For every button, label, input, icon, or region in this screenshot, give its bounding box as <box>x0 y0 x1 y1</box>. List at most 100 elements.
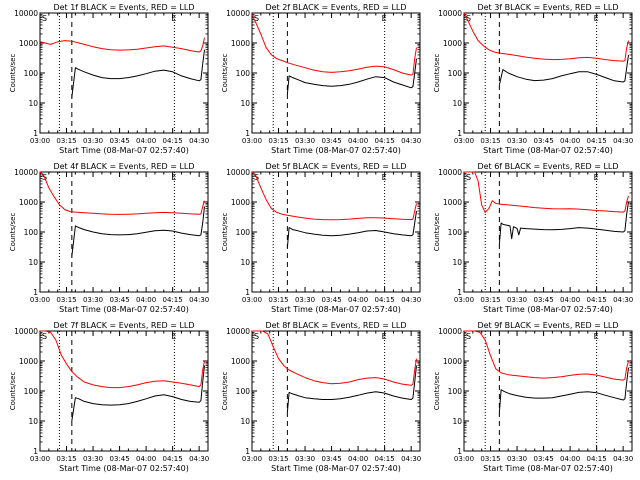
y-tick-label: 1 <box>33 447 38 456</box>
y-tick-label: 10 <box>240 99 250 108</box>
x-tick-label: 04:00 <box>136 455 156 463</box>
plot-frame <box>251 171 421 293</box>
y-tick-label: 1 <box>33 288 38 297</box>
start-marker: S <box>42 332 47 341</box>
y-tick-label: 10 <box>28 417 38 426</box>
plot-frame <box>39 12 209 134</box>
y-tick-label: 10000 <box>14 327 38 336</box>
y-tick-label: 1000 <box>19 198 38 207</box>
x-tick-label: 03:00 <box>242 137 262 145</box>
y-tick-label: 1 <box>245 447 250 456</box>
x-tick-label: 04:15 <box>375 455 395 463</box>
x-tick-label: 04:00 <box>348 455 368 463</box>
detector-panel: 1 10 100 1000 10000 03:00 03:15 03:30 03:45 04:00… <box>9 162 209 314</box>
y-axis-label: Counts/sec <box>9 54 17 93</box>
x-tick-label: 04:15 <box>587 296 607 304</box>
series-line-events <box>71 206 205 257</box>
y-tick-label: 1000 <box>443 39 462 48</box>
chart-title: Det 2f BLACK = Events, RED = LLD <box>265 3 406 12</box>
x-tick-label: 04:30 <box>401 296 421 304</box>
series-line-events <box>286 365 417 413</box>
start-marker: S <box>466 14 471 23</box>
x-tick-label: 03:45 <box>533 137 553 145</box>
x-tick-label: 03:00 <box>454 455 474 463</box>
x-tick-label: 03:15 <box>480 137 500 145</box>
detector-panel: 1 10 100 1000 10000 03:00 03:15 03:30 03:45 04:00… <box>221 321 421 473</box>
x-tick-label: 04:30 <box>613 455 633 463</box>
x-tick-label: 04:15 <box>587 137 607 145</box>
plot-frame <box>39 330 209 452</box>
x-tick-label: 04:00 <box>560 296 580 304</box>
end-marker: E <box>382 332 387 341</box>
y-axis-label: Counts/sec <box>433 372 441 411</box>
end-marker: E <box>382 14 387 23</box>
x-axis-label: Start Time (08-Mar-07 02:57:40) <box>483 464 613 473</box>
chart-title: Det 7f BLACK = Events, RED = LLD <box>53 321 194 330</box>
x-axis-label: Start Time (08-Mar-07 02:57:40) <box>59 305 189 314</box>
x-tick-label: 04:15 <box>163 455 183 463</box>
end-marker: E <box>594 332 599 341</box>
y-axis-label: Counts/sec <box>9 372 17 411</box>
x-axis-label: Start Time (08-Mar-07 02:57:40) <box>59 464 189 473</box>
x-tick-label: 04:15 <box>163 296 183 304</box>
y-tick-label: 10000 <box>14 9 38 18</box>
plot-frame <box>251 330 421 452</box>
chart-title: Det 4f BLACK = Events, RED = LLD <box>53 162 194 171</box>
detector-panel: 1 10 100 1000 10000 03:00 03:15 03:30 03:45 04:00… <box>221 162 421 314</box>
x-tick-label: 03:45 <box>321 455 341 463</box>
x-tick-label: 04:00 <box>136 137 156 145</box>
chart-title: Det 1f BLACK = Events, RED = LLD <box>53 3 194 12</box>
y-tick-label: 10 <box>452 258 462 267</box>
x-tick-label: 04:30 <box>401 455 421 463</box>
end-marker: E <box>171 173 176 182</box>
x-axis-label: Start Time (08-Mar-07 02:57:40) <box>59 146 189 155</box>
start-marker: S <box>42 14 47 23</box>
y-tick-label: 1 <box>245 288 250 297</box>
x-tick-label: 03:30 <box>83 296 103 304</box>
x-axis-label: Start Time (08-Mar-07 02:57:40) <box>271 146 401 155</box>
x-tick-label: 04:15 <box>375 137 395 145</box>
x-tick-label: 03:15 <box>56 296 76 304</box>
x-axis-label: Start Time (08-Mar-07 02:57:40) <box>483 146 613 155</box>
x-tick-label: 04:30 <box>189 137 209 145</box>
y-tick-label: 1 <box>457 288 462 297</box>
y-tick-label: 100 <box>236 228 251 237</box>
series-line-events <box>498 201 629 244</box>
end-marker: E <box>594 14 599 23</box>
series-line-events <box>286 58 417 95</box>
chart-title: Det 8f BLACK = Events, RED = LLD <box>265 321 406 330</box>
y-tick-label: 10 <box>452 99 462 108</box>
end-marker: E <box>382 173 387 182</box>
y-tick-label: 100 <box>448 228 463 237</box>
y-tick-label: 100 <box>236 69 251 78</box>
x-tick-label: 03:30 <box>507 296 527 304</box>
x-tick-label: 04:00 <box>560 455 580 463</box>
y-tick-label: 10000 <box>438 9 462 18</box>
x-tick-label: 03:45 <box>109 296 129 304</box>
series-line-events <box>71 49 205 98</box>
x-tick-label: 03:45 <box>321 137 341 145</box>
x-tick-label: 03:00 <box>242 296 262 304</box>
x-tick-label: 03:00 <box>30 137 50 145</box>
x-tick-label: 03:15 <box>268 137 288 145</box>
series-line-events <box>71 365 205 422</box>
x-tick-label: 03:30 <box>507 455 527 463</box>
start-marker: S <box>466 332 471 341</box>
x-tick-label: 03:45 <box>109 455 129 463</box>
y-tick-label: 10000 <box>226 9 250 18</box>
y-tick-label: 100 <box>24 69 39 78</box>
x-tick-label: 04:15 <box>375 296 395 304</box>
y-tick-label: 10 <box>240 258 250 267</box>
detector-panel: 1 10 100 1000 10000 03:00 03:15 03:30 03:45 04:00… <box>433 321 633 473</box>
y-tick-label: 1000 <box>443 357 462 366</box>
series-line-lld <box>39 37 205 53</box>
x-tick-label: 03:00 <box>454 137 474 145</box>
y-tick-label: 10 <box>240 417 250 426</box>
series-line-lld <box>464 330 629 381</box>
y-tick-label: 100 <box>236 387 251 396</box>
x-axis-label: Start Time (08-Mar-07 02:57:40) <box>483 305 613 314</box>
detector-panel: 1 10 100 1000 10000 03:00 03:15 03:30 03:45 04:00… <box>433 162 633 314</box>
x-tick-label: 03:15 <box>480 296 500 304</box>
